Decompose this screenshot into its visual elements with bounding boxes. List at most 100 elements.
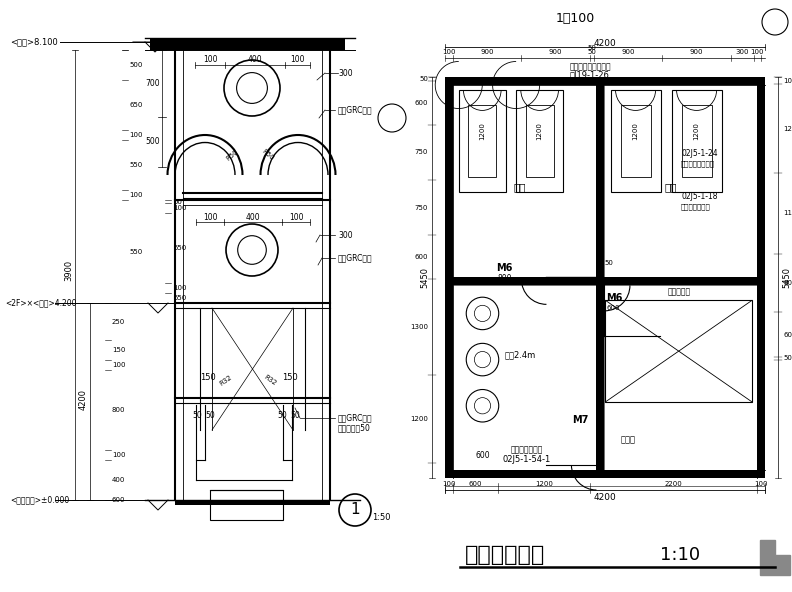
Bar: [459, 90, 506, 192]
Text: 100: 100: [755, 481, 768, 487]
Text: R32: R32: [263, 374, 277, 387]
Text: 开水器: 开水器: [620, 436, 635, 445]
Text: 50: 50: [783, 355, 792, 362]
Bar: [672, 90, 722, 192]
Text: 500: 500: [146, 137, 160, 146]
Text: 5450: 5450: [420, 267, 429, 288]
Text: 5450: 5450: [782, 267, 791, 288]
Text: 300: 300: [736, 49, 749, 55]
Text: 02J5-1-24: 02J5-1-24: [681, 149, 718, 158]
Text: M7: M7: [573, 415, 588, 425]
Text: 600: 600: [475, 451, 489, 459]
Text: 卫生间大样图: 卫生间大样图: [465, 545, 545, 565]
Text: 750: 750: [415, 205, 428, 211]
Text: 550: 550: [129, 162, 143, 168]
Text: 600: 600: [607, 305, 620, 311]
Text: 成品给皂液: 成品给皂液: [667, 288, 691, 297]
Text: 800: 800: [783, 280, 792, 286]
Text: 800: 800: [497, 274, 512, 283]
Text: 600: 600: [112, 497, 125, 503]
Text: 成品GRC构件: 成品GRC构件: [338, 253, 372, 262]
Text: 50: 50: [419, 76, 428, 82]
Text: 550: 550: [173, 245, 186, 251]
Text: 550: 550: [129, 249, 143, 255]
Text: 1200: 1200: [479, 122, 485, 140]
Text: 100: 100: [751, 49, 764, 55]
Text: 02J5-1-18: 02J5-1-18: [681, 192, 718, 201]
Bar: [445, 470, 765, 478]
Bar: [445, 77, 765, 85]
Text: 250: 250: [112, 318, 125, 324]
Text: 1200: 1200: [410, 416, 428, 422]
Text: 750: 750: [415, 149, 428, 156]
Text: 1200: 1200: [633, 122, 638, 140]
Bar: [605, 300, 752, 402]
Text: 成品GRC构件: 成品GRC构件: [338, 413, 372, 423]
Text: 50: 50: [205, 410, 215, 420]
Text: 300: 300: [338, 69, 352, 78]
Text: 150: 150: [112, 347, 125, 353]
Text: 4200: 4200: [594, 38, 616, 47]
Text: 100: 100: [442, 481, 455, 487]
Text: 100: 100: [173, 285, 186, 291]
Bar: [150, 38, 345, 50]
Bar: [468, 105, 497, 177]
Bar: [453, 277, 757, 285]
Text: 900: 900: [480, 49, 493, 55]
Bar: [445, 77, 453, 478]
Text: 100: 100: [173, 205, 186, 211]
Text: 800: 800: [112, 407, 125, 413]
Text: 100: 100: [112, 452, 125, 458]
Text: 1:10: 1:10: [660, 546, 700, 564]
Text: 100: 100: [289, 214, 303, 223]
Text: 500: 500: [129, 62, 143, 68]
Text: R32: R32: [219, 374, 234, 387]
Text: 650: 650: [129, 102, 143, 108]
Text: 2200: 2200: [664, 481, 683, 487]
Text: 150: 150: [282, 374, 298, 382]
Text: 4200: 4200: [79, 390, 88, 410]
Bar: [596, 85, 604, 470]
Text: 1200: 1200: [694, 122, 699, 140]
Bar: [611, 90, 661, 192]
Text: 100: 100: [129, 192, 143, 198]
Text: 50: 50: [587, 49, 596, 55]
Text: 1100: 1100: [783, 210, 792, 216]
Text: 100: 100: [783, 78, 792, 83]
Polygon shape: [760, 540, 790, 575]
Text: 1300: 1300: [410, 324, 428, 330]
Text: 平J19-1-26: 平J19-1-26: [570, 70, 610, 79]
Text: 550: 550: [173, 295, 186, 301]
Text: 4200: 4200: [594, 494, 616, 503]
Text: 50: 50: [290, 410, 300, 420]
Text: 700: 700: [146, 79, 160, 88]
Text: 女卫: 女卫: [513, 182, 526, 192]
Text: <2F>×<楼层>4.200: <2F>×<楼层>4.200: [5, 298, 77, 307]
Text: 1200: 1200: [537, 122, 543, 140]
Text: 50: 50: [173, 198, 182, 204]
Text: 50: 50: [192, 410, 202, 420]
Bar: [526, 105, 554, 177]
Text: M6: M6: [607, 294, 623, 303]
Text: 100: 100: [129, 132, 143, 138]
Bar: [682, 105, 711, 177]
Bar: [210, 490, 283, 520]
Text: R50: R50: [261, 149, 275, 162]
Text: <室内地面>±0.000: <室内地面>±0.000: [10, 496, 69, 504]
Text: 1:50: 1:50: [372, 513, 390, 523]
Text: 1200: 1200: [783, 126, 792, 131]
Bar: [757, 77, 765, 478]
Text: 地板砖做法参见: 地板砖做法参见: [681, 204, 710, 210]
Text: 100: 100: [203, 214, 217, 223]
Text: 600: 600: [783, 332, 792, 337]
Text: 300: 300: [338, 230, 352, 240]
Text: M6: M6: [497, 263, 512, 274]
Text: 冲洗台安装参见: 冲洗台安装参见: [511, 446, 543, 455]
Text: 400: 400: [246, 214, 261, 223]
Bar: [516, 90, 563, 192]
Text: R50: R50: [225, 149, 239, 162]
Text: 男卫: 男卫: [664, 182, 677, 192]
Text: 50: 50: [277, 410, 287, 420]
Text: 1200: 1200: [535, 481, 553, 487]
Text: 3900: 3900: [64, 259, 73, 281]
